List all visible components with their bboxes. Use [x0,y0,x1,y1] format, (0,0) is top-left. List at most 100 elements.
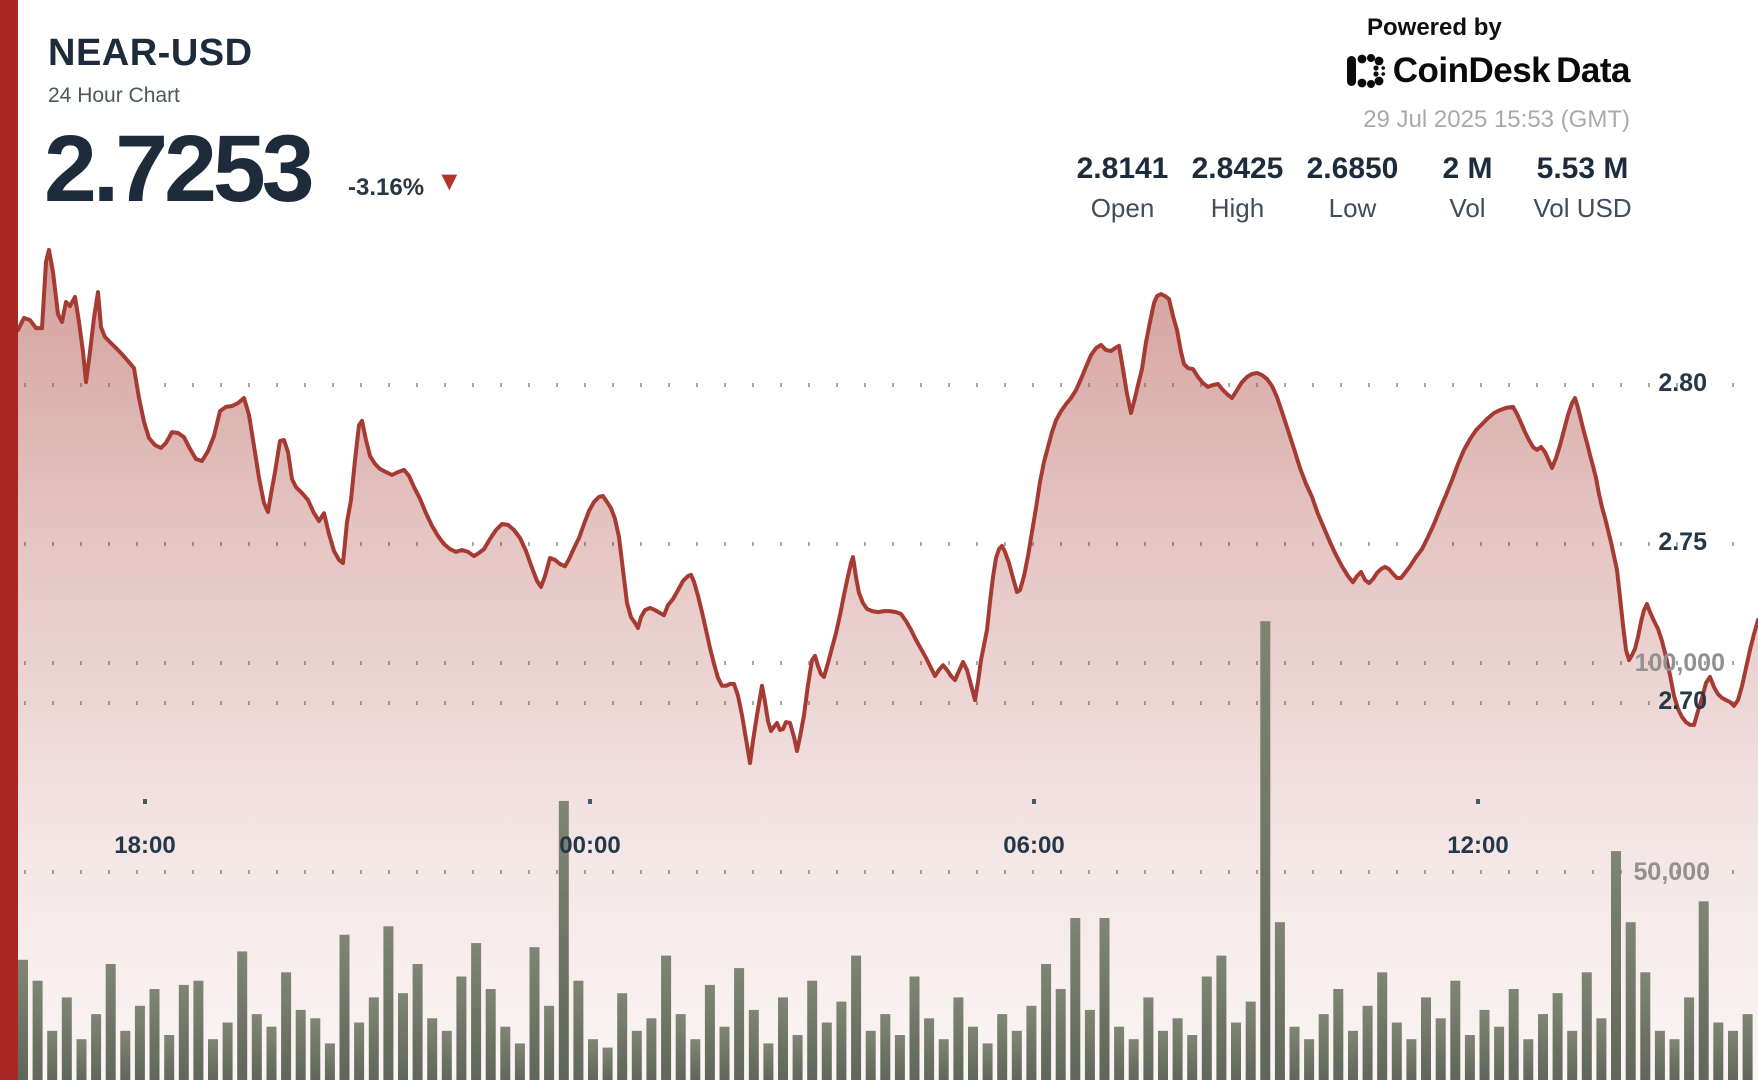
volume-bar [1143,997,1154,1080]
volume-bar [982,1043,993,1080]
volume-bar [821,1022,832,1080]
volume-bar [339,934,350,1080]
stat-low: 2.6850 Low [1306,152,1399,223]
volume-bar [1728,1030,1738,1080]
volume-bar [617,993,628,1080]
volume-bar [368,997,379,1080]
volume-bar [851,955,862,1080]
volume-bar [880,1014,891,1080]
volume-bar [1348,1030,1358,1080]
volume-bar [968,1026,978,1080]
powered-by-text: Powered by [1367,14,1502,41]
volume-bar [1450,980,1461,1080]
volume-bar [120,1030,131,1080]
x-axis-tick [1476,799,1480,804]
volume-bar [1201,976,1212,1080]
volume-bar [690,1039,701,1080]
volume-bar [412,964,423,1080]
volume-bar [237,951,248,1080]
price-down-triangle-icon: ▼ [436,166,463,196]
volume-bar [1479,1009,1490,1080]
volume-bar [778,997,788,1080]
volume-bar [514,1043,525,1080]
volume-bar [704,984,715,1080]
volume-bar [310,1018,321,1080]
last-updated-timestamp: 29 Jul 2025 15:53 (GMT) [1363,106,1630,133]
volume-bar [1377,972,1388,1080]
volume-bar [661,955,672,1080]
volume-bar [178,984,189,1080]
volume-bar [646,1018,657,1080]
volume-bar [1055,989,1066,1080]
volume-bar [91,1014,102,1080]
ohlc-stats-row: 2.8141 Open 2.8425 High 2.6850 Low 2 M V… [1065,152,1640,224]
volume-bar [631,1030,642,1080]
volume-bar [266,1026,277,1080]
volume-bar [324,1043,335,1080]
volume-bar [792,1035,803,1080]
coindesk-dots-icon [1346,54,1385,88]
volume-bar [836,1001,847,1080]
volume-bar [1128,1039,1139,1080]
volume-bar [1158,1030,1168,1080]
x-axis-tick [588,799,592,804]
volume-bar [1245,1001,1256,1080]
volume-bar [1362,1005,1373,1080]
volume-bar [1070,918,1081,1080]
volume-bar [1552,993,1563,1080]
volume-bar [1041,964,1052,1080]
volume-bar [164,1035,175,1080]
volume-bar [529,947,540,1080]
volume-bar [1318,1014,1329,1080]
volume-bar [1304,1039,1315,1080]
volume-bar [1026,1005,1037,1080]
volume-bar [1099,918,1110,1080]
volume-bar [588,1039,598,1080]
volume-bar [953,997,964,1080]
volume-bar [807,980,818,1080]
volume-bar [383,926,394,1080]
volume-bar [1742,1014,1753,1080]
volume-bar [208,1039,218,1080]
volume-bar [1508,989,1519,1080]
volume-bar [500,1026,511,1080]
volume-bar [748,1009,759,1080]
chart-subtitle: 24 Hour Chart [48,84,180,107]
volume-bar [295,1009,306,1080]
volume-bar [398,993,408,1080]
volume-bar [1114,1026,1125,1080]
volume-bar [1084,1009,1095,1080]
volume-bar [1187,1035,1198,1080]
last-price: 2.7253 [44,116,315,222]
volume-bar [281,972,292,1080]
volume-bar [1494,1026,1505,1080]
volume-bars [18,621,1753,1080]
volume-bar [193,980,204,1080]
volume-bar [76,1039,87,1080]
stat-open: 2.8141 Open [1076,152,1169,223]
volume-bar [32,980,43,1080]
volume-bar [1435,1018,1446,1080]
volume-bar [354,1022,365,1080]
volume-bar [544,1005,555,1080]
volume-bar [134,1005,145,1080]
stat-volume-usd: 5.53 M Vol USD [1533,152,1632,223]
volume-bar [997,1014,1008,1080]
volume-bar [1611,851,1621,1080]
volume-bar [1654,1030,1665,1080]
volume-bar [909,976,920,1080]
volume-bar [61,997,72,1080]
volume-bar [1669,1039,1680,1080]
volume-bar [1640,972,1651,1080]
volume-bar [1698,901,1709,1080]
volume-bar [149,989,160,1080]
volume-bar [251,1014,262,1080]
volume-bar [222,1022,233,1080]
volume-bar [938,1039,949,1080]
coindesk-data-logo: CoinDesk Data [1345,50,1630,92]
volume-bar [1391,1022,1402,1080]
x-axis-tick [143,799,147,804]
volume-bar [485,989,496,1080]
